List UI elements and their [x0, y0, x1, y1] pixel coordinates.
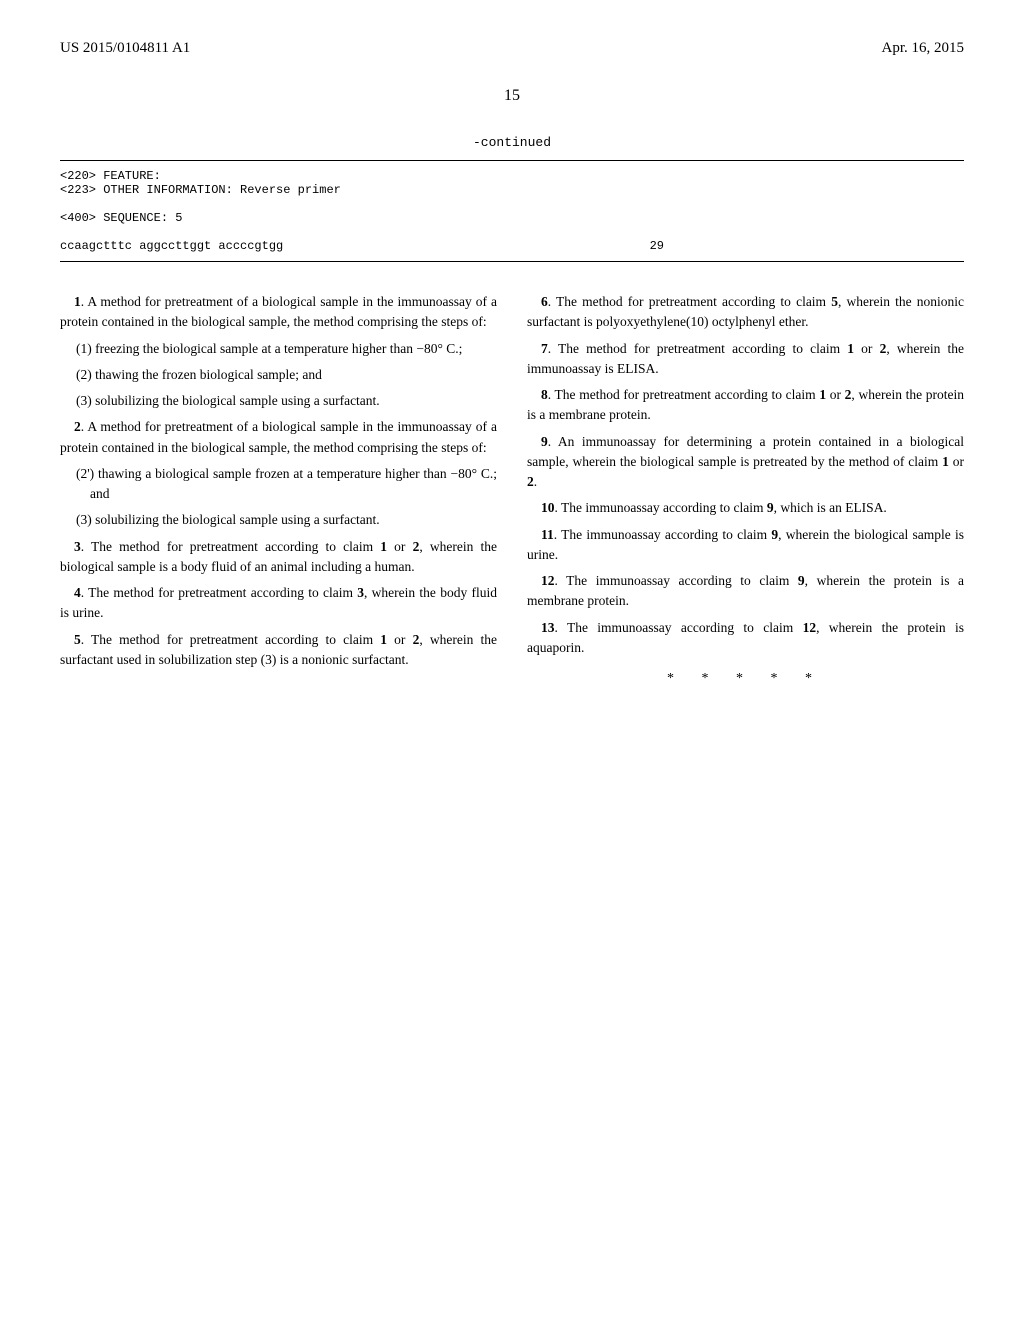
page-header: US 2015/0104811 A1 Apr. 16, 2015 [60, 40, 964, 57]
claim-1-text: . A method for pretreatment of a biologi… [60, 294, 497, 329]
seq-data: ccaagctttc aggccttggt accccgtgg [60, 239, 283, 253]
claim-10-text-b: , which is an ELISA. [774, 500, 887, 515]
sequence-listing: <220> FEATURE: <223> OTHER INFORMATION: … [60, 160, 964, 262]
claim-4-ref: 3 [357, 585, 364, 600]
claim-7-text-a: . The method for pretreatment according … [548, 341, 848, 356]
seq-data-row: ccaagctttc aggccttggt accccgtgg 29 [60, 239, 964, 253]
claim-6-num: 6 [541, 294, 548, 309]
claim-13-text-a: . The immunoassay according to claim [555, 620, 803, 635]
claim-12-ref: 9 [798, 573, 805, 588]
claim-11-num: 11 [541, 527, 554, 542]
claim-3-or: or [387, 539, 413, 554]
seq-feature: <220> FEATURE: [60, 169, 964, 183]
claim-13-ref: 12 [803, 620, 817, 635]
claim-13: 13. The immunoassay according to claim 1… [527, 618, 964, 659]
left-column: 1. A method for pretreatment of a biolog… [60, 292, 497, 689]
claim-10-ref: 9 [767, 500, 774, 515]
claim-5: 5. The method for pretreatment according… [60, 630, 497, 671]
claim-8-or: or [826, 387, 845, 402]
claim-1-step-1: (1) freezing the biological sample at a … [60, 339, 497, 359]
claim-3-text-a: . The method for pretreatment according … [81, 539, 381, 554]
claim-4: 4. The method for pretreatment according… [60, 583, 497, 624]
claim-9-text-a: . An immunoassay for determining a prote… [527, 434, 964, 469]
claim-2-step-1: (2') thawing a biological sample frozen … [60, 464, 497, 505]
claim-2-step-2: (3) solubilizing the biological sample u… [60, 510, 497, 530]
claim-7: 7. The method for pretreatment according… [527, 339, 964, 380]
claim-1: 1. A method for pretreatment of a biolog… [60, 292, 497, 333]
claim-6-text-a: . The method for pretreatment according … [548, 294, 831, 309]
claim-4-num: 4 [74, 585, 81, 600]
claim-12-text-a: . The immunoassay according to claim [555, 573, 798, 588]
seq-blank2 [60, 225, 964, 239]
claim-9-text-b: . [534, 474, 537, 489]
claim-3: 3. The method for pretreatment according… [60, 537, 497, 578]
claim-9-num: 9 [541, 434, 548, 449]
claim-6: 6. The method for pretreatment according… [527, 292, 964, 333]
claim-2: 2. A method for pretreatment of a biolog… [60, 417, 497, 458]
claim-3-ref1: 1 [380, 539, 387, 554]
claim-9-ref2: 2 [527, 474, 534, 489]
claim-2-num: 2 [74, 419, 81, 434]
claim-2-text: . A method for pretreatment of a biologi… [60, 419, 497, 454]
end-asterisks: * * * * * [527, 668, 964, 689]
claim-5-ref1: 1 [380, 632, 387, 647]
claim-9: 9. An immunoassay for determining a prot… [527, 432, 964, 493]
claim-3-num: 3 [74, 539, 81, 554]
claim-9-ref1: 1 [942, 454, 949, 469]
claim-12: 12. The immunoassay according to claim 9… [527, 571, 964, 612]
claims-columns: 1. A method for pretreatment of a biolog… [60, 292, 964, 689]
page-number: 15 [60, 87, 964, 105]
claim-4-text-a: . The method for pretreatment according … [81, 585, 358, 600]
claim-1-step-3: (3) solubilizing the biological sample u… [60, 391, 497, 411]
patent-number: US 2015/0104811 A1 [60, 40, 190, 57]
claim-5-num: 5 [74, 632, 81, 647]
claim-11-text-a: . The immunoassay according to claim [554, 527, 772, 542]
claim-7-num: 7 [541, 341, 548, 356]
claim-10: 10. The immunoassay according to claim 9… [527, 498, 964, 518]
claim-7-or: or [854, 341, 880, 356]
seq-other-info: <223> OTHER INFORMATION: Reverse primer [60, 183, 964, 197]
claim-5-or: or [387, 632, 413, 647]
seq-number: 29 [650, 239, 664, 253]
claim-8-text-a: . The method for pretreatment according … [548, 387, 820, 402]
claim-5-text-a: . The method for pretreatment according … [81, 632, 381, 647]
patent-date: Apr. 16, 2015 [882, 40, 965, 57]
claim-1-step-2: (2) thawing the frozen biological sample… [60, 365, 497, 385]
continued-label: -continued [60, 135, 964, 150]
claim-11: 11. The immunoassay according to claim 9… [527, 525, 964, 566]
seq-label: <400> SEQUENCE: 5 [60, 211, 964, 225]
claim-10-text-a: . The immunoassay according to claim [555, 500, 767, 515]
claim-8: 8. The method for pretreatment according… [527, 385, 964, 426]
claim-10-num: 10 [541, 500, 555, 515]
claim-1-num: 1 [74, 294, 81, 309]
claim-8-num: 8 [541, 387, 548, 402]
claim-13-num: 13 [541, 620, 555, 635]
claim-7-ref1: 1 [847, 341, 854, 356]
right-column: 6. The method for pretreatment according… [527, 292, 964, 689]
claim-12-num: 12 [541, 573, 555, 588]
seq-blank [60, 197, 964, 211]
claim-6-ref: 5 [831, 294, 838, 309]
claim-9-or: or [949, 454, 964, 469]
